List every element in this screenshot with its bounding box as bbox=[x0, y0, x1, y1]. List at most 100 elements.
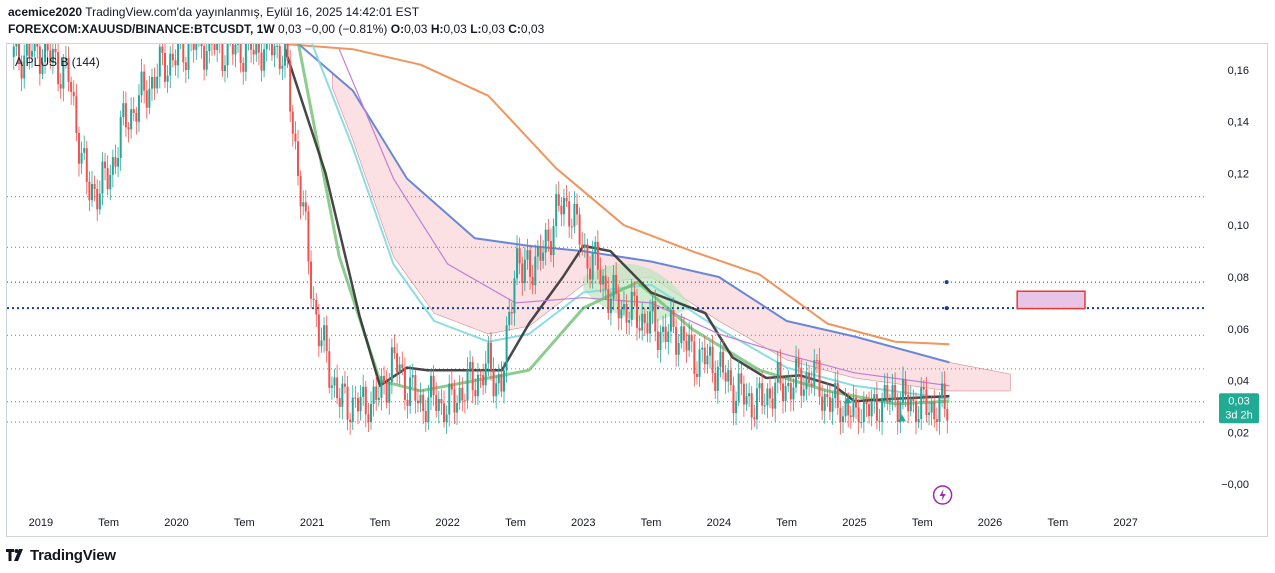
candle-body bbox=[273, 46, 276, 56]
candle-body bbox=[244, 44, 247, 72]
candle-body bbox=[740, 373, 743, 384]
candle-body bbox=[458, 387, 461, 404]
candle-body bbox=[85, 148, 88, 182]
candle-body bbox=[849, 415, 852, 417]
candle-body bbox=[169, 53, 172, 76]
candle-body bbox=[49, 50, 52, 63]
candle-body bbox=[503, 370, 506, 392]
candle-body bbox=[690, 334, 693, 342]
candle-body bbox=[406, 399, 409, 406]
ma-line-purple[interactable] bbox=[338, 48, 950, 387]
candle-body bbox=[476, 374, 479, 397]
x-tick-label: Tem bbox=[1047, 517, 1068, 529]
candle-body bbox=[182, 44, 185, 63]
low-value: 0,03 bbox=[481, 22, 505, 36]
indicator-label: A PLUS B (144) bbox=[15, 55, 100, 69]
candle-body bbox=[390, 347, 393, 383]
candle-body bbox=[922, 387, 925, 390]
candle-body bbox=[737, 373, 740, 401]
candle-body bbox=[899, 403, 902, 422]
candle-body bbox=[868, 404, 871, 417]
chart-svg[interactable]: 0,16 0,14 0,12 0,10 0,08 0,06 0,04 0,02 −0,00 0,0… bbox=[7, 44, 1267, 536]
candle-body bbox=[370, 403, 373, 422]
candle-body bbox=[286, 44, 289, 61]
candle-body bbox=[836, 382, 839, 408]
candle-body bbox=[878, 420, 881, 422]
candle-body bbox=[784, 386, 787, 402]
candle-body bbox=[727, 370, 730, 382]
symbol-line: FOREXCOM:XAUUSD/BINANCE:BTCUSDT, 1W 0,03… bbox=[8, 22, 544, 36]
candle-body bbox=[693, 341, 696, 374]
candle-body bbox=[380, 375, 383, 398]
candle-body bbox=[742, 383, 745, 405]
candle-body bbox=[857, 407, 860, 422]
candle-body bbox=[677, 343, 680, 355]
candle-body bbox=[427, 397, 430, 422]
candle-body bbox=[505, 325, 508, 371]
candle-body bbox=[701, 347, 704, 350]
y-tick-label: 0,12 bbox=[1228, 168, 1249, 180]
candle-body bbox=[299, 175, 302, 207]
candle-body bbox=[638, 327, 641, 331]
candle-body bbox=[263, 49, 266, 71]
target-box[interactable] bbox=[1016, 290, 1086, 310]
tradingview-footer[interactable]: TradingView bbox=[6, 545, 116, 565]
candle-body bbox=[596, 241, 599, 270]
candle-body bbox=[852, 398, 855, 417]
close-value: 0,03 bbox=[520, 22, 545, 36]
candle-body bbox=[839, 407, 842, 422]
candle-body bbox=[297, 141, 300, 176]
candle-body bbox=[594, 241, 597, 253]
candle-body bbox=[145, 90, 148, 108]
candle-body bbox=[166, 75, 169, 82]
candle-body bbox=[270, 44, 273, 56]
candle-body bbox=[771, 398, 774, 409]
candle-body bbox=[124, 103, 127, 128]
candle-body bbox=[917, 418, 920, 422]
candle-body bbox=[98, 193, 101, 210]
candle-body bbox=[802, 389, 805, 396]
tradingview-logo-icon bbox=[6, 549, 23, 561]
candle-body bbox=[130, 109, 133, 130]
x-tick-label: 2025 bbox=[842, 517, 866, 529]
candle-body bbox=[604, 275, 607, 290]
candle-body bbox=[383, 375, 386, 384]
last-price-tag[interactable] bbox=[1219, 393, 1259, 424]
candle-body bbox=[568, 201, 571, 227]
candle-body bbox=[808, 372, 811, 384]
candle-body bbox=[782, 383, 785, 402]
candle-body bbox=[474, 390, 477, 397]
candle-body bbox=[925, 389, 928, 416]
candle-body bbox=[795, 358, 798, 388]
candle-body bbox=[445, 414, 448, 422]
candle-body bbox=[469, 362, 472, 370]
ma-line-blue-ma[interactable] bbox=[297, 44, 950, 364]
candle-body bbox=[143, 71, 146, 91]
chart-area[interactable]: 0,16 0,14 0,12 0,10 0,08 0,06 0,04 0,02 −0,00 0,0… bbox=[6, 43, 1268, 537]
candle-body bbox=[518, 248, 521, 264]
candle-body bbox=[41, 62, 44, 74]
candle-body bbox=[609, 298, 612, 313]
candle-body bbox=[562, 197, 565, 215]
candle-body bbox=[695, 373, 698, 377]
candle-body bbox=[440, 398, 443, 404]
candle-body bbox=[500, 374, 503, 392]
candle-body bbox=[101, 161, 104, 194]
candle-body bbox=[589, 268, 592, 280]
candle-body bbox=[239, 44, 242, 64]
candle-body bbox=[456, 403, 459, 413]
candle-body bbox=[630, 291, 633, 320]
ma-line-orange-ma[interactable] bbox=[284, 44, 950, 346]
candle-body bbox=[928, 412, 931, 416]
candle-body bbox=[487, 342, 490, 364]
close-label: C: bbox=[508, 22, 521, 36]
ma-line-cyan-ma[interactable] bbox=[311, 44, 950, 400]
candle-body bbox=[132, 109, 135, 113]
bar-countdown: 3d 2h bbox=[1225, 409, 1253, 421]
candle-body bbox=[187, 44, 190, 71]
candle-body bbox=[375, 386, 378, 400]
symbol-name[interactable]: FOREXCOM:XAUUSD/BINANCE:BTCUSDT, 1W bbox=[8, 22, 275, 36]
author-name[interactable]: acemice2020 bbox=[8, 5, 83, 19]
candle-body bbox=[888, 400, 891, 403]
y-tick-label: 0,10 bbox=[1228, 220, 1249, 232]
